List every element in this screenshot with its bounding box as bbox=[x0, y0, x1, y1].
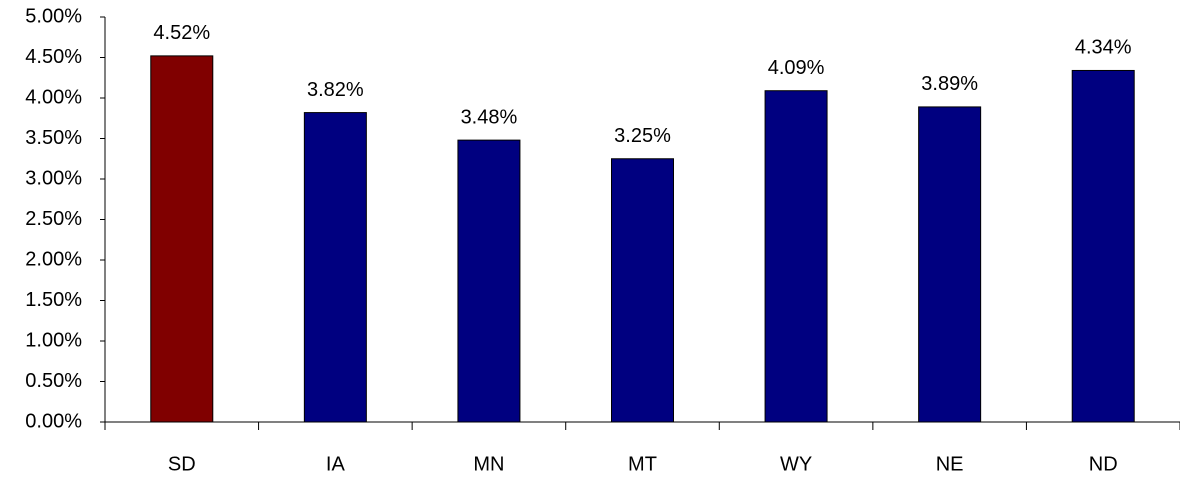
y-tick-label: 1.50% bbox=[25, 289, 82, 311]
bar bbox=[918, 106, 982, 423]
x-tick-label: WY bbox=[780, 453, 812, 475]
x-tick-label: MN bbox=[473, 453, 504, 475]
bar bbox=[457, 139, 521, 423]
bar bbox=[611, 158, 674, 423]
x-tick-label: ND bbox=[1089, 453, 1118, 475]
bar bbox=[764, 90, 828, 423]
x-tick-label: IA bbox=[326, 453, 346, 475]
data-label: 3.25% bbox=[614, 125, 671, 147]
data-label: 3.48% bbox=[461, 106, 518, 128]
y-tick-label: 2.50% bbox=[25, 208, 82, 230]
data-label: 3.89% bbox=[921, 73, 978, 95]
y-tick-label: 1.00% bbox=[25, 329, 82, 351]
bar bbox=[1071, 69, 1135, 423]
y-tick-label: 4.00% bbox=[25, 86, 82, 108]
data-label: 4.09% bbox=[768, 57, 825, 79]
y-tick-label: 5.00% bbox=[25, 5, 82, 27]
data-label: 4.34% bbox=[1075, 37, 1132, 59]
y-tick-label: 0.00% bbox=[25, 410, 82, 432]
y-tick-label: 2.00% bbox=[25, 248, 82, 270]
bar bbox=[150, 55, 214, 423]
y-tick-label: 3.00% bbox=[25, 167, 82, 189]
y-tick-label: 4.50% bbox=[25, 46, 82, 68]
x-tick-label: NE bbox=[936, 453, 964, 475]
x-tick-label: SD bbox=[168, 453, 196, 475]
x-tick-label: MT bbox=[628, 453, 657, 475]
bar bbox=[303, 112, 367, 423]
y-tick-label: 3.50% bbox=[25, 127, 82, 149]
y-tick-label: 0.50% bbox=[25, 370, 82, 392]
data-label: 4.52% bbox=[153, 22, 210, 44]
data-label: 3.82% bbox=[307, 79, 364, 101]
